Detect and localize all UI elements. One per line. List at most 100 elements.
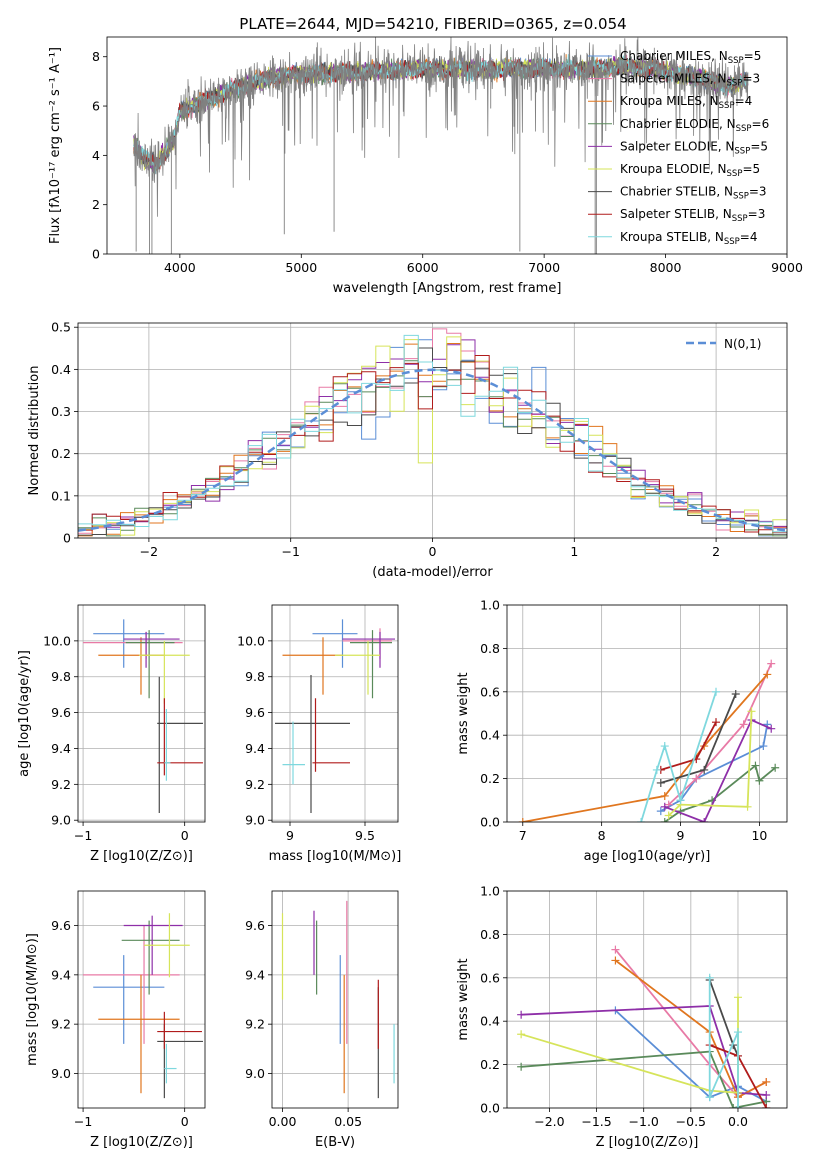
x-tick-label: 2 bbox=[712, 544, 720, 559]
plot-area bbox=[518, 659, 780, 822]
y-tick-label: 8 bbox=[92, 49, 100, 64]
x-tick-label: 8000 bbox=[650, 260, 682, 275]
weight-line-2 bbox=[522, 673, 768, 822]
weight-marker-4-1 bbox=[700, 818, 709, 822]
plot-mass_vs_Z: −1 0 9.0 9.2 9.4 9.6 Z [log10(Z/Z⊙)] mass [log1… bbox=[25, 890, 206, 1150]
x-tick-label: 1 bbox=[570, 544, 578, 559]
y-tick-label: 9.4 bbox=[51, 967, 71, 982]
x-axis-label: Z [log10(Z/Z⊙)] bbox=[596, 1135, 699, 1150]
weight-marker-1-1 bbox=[692, 774, 701, 783]
y-tick-label: 0.2 bbox=[480, 1057, 500, 1072]
weight-line-8 bbox=[708, 977, 739, 1108]
weight-marker-2-0 bbox=[518, 818, 527, 822]
x-tick-label: −1.5 bbox=[581, 1114, 611, 1129]
legend-subscript: SSP bbox=[733, 192, 749, 202]
legend-count: =5 bbox=[744, 49, 762, 63]
weight-marker-5-2 bbox=[743, 802, 752, 811]
weight-marker-0-0 bbox=[656, 807, 665, 816]
legend-label-reference: N(0,1) bbox=[724, 337, 761, 351]
x-axis-label: Z [log10(Z/Z⊙)] bbox=[90, 1135, 193, 1150]
x-tick-label: 9 bbox=[286, 828, 294, 843]
legend: Chabrier MILES, NSSP=5 Salpeter MILES, NS… bbox=[588, 49, 769, 247]
x-tick-label: −2 bbox=[140, 544, 158, 559]
weight-marker-1-2 bbox=[739, 720, 748, 729]
x-tick-label: 7 bbox=[519, 828, 527, 843]
x-tick-label: 9 bbox=[677, 828, 685, 843]
y-tick-label: 9.6 bbox=[245, 705, 265, 720]
weight-marker-4-0 bbox=[660, 802, 669, 811]
y-tick-label: 0.8 bbox=[480, 927, 500, 942]
y-tick-label: 9.4 bbox=[245, 741, 265, 756]
weight-marker-8-3 bbox=[676, 796, 685, 805]
legend-label-3: Chabrier ELODIE, NSSP=6 bbox=[620, 117, 769, 134]
plot-age_vs_Z: −1 0 9.0 9.2 9.4 9.6 9.8 10.0 Z [log10(Z/Z⊙)] age… bbox=[17, 604, 206, 864]
legend-label-5: Kroupa ELODIE, NSSP=5 bbox=[620, 162, 760, 179]
x-tick-label: −1 bbox=[281, 544, 299, 559]
histogram-5 bbox=[78, 336, 787, 536]
legend-label-6: Chabrier STELIB, NSSP=3 bbox=[620, 185, 767, 202]
weight-marker-5-0 bbox=[664, 811, 673, 820]
legend-count: =5 bbox=[750, 139, 768, 153]
weight-marker-3-5 bbox=[771, 763, 780, 772]
histogram-8 bbox=[78, 334, 787, 533]
weight-marker-5-3 bbox=[747, 707, 756, 716]
y-tick-label: 1.0 bbox=[480, 884, 500, 899]
y-axis-label: mass weight bbox=[456, 958, 471, 1040]
plot-weight_vs_age: 7 8 9 10 0.0 0.2 0.4 0.6 0.8 1.0 age [log10(age/yr… bbox=[456, 598, 788, 864]
legend-count: =4 bbox=[735, 94, 753, 108]
y-axis-label: mass [log10(M/M⊙)] bbox=[25, 933, 40, 1066]
y-tick-label: 6 bbox=[92, 99, 100, 114]
y-tick-label: 9.4 bbox=[51, 741, 71, 756]
x-tick-label: 8 bbox=[598, 828, 606, 843]
weight-marker-2-1 bbox=[660, 791, 669, 800]
y-tick-label: 0.1 bbox=[51, 488, 71, 503]
legend-count: =6 bbox=[752, 117, 770, 131]
x-tick-label: 5000 bbox=[285, 260, 317, 275]
y-tick-label: 0.2 bbox=[51, 446, 71, 461]
weight-marker-2-0 bbox=[611, 956, 620, 965]
weight-marker-3-4 bbox=[755, 776, 764, 785]
weight-line-3 bbox=[521, 1050, 767, 1108]
y-tick-label: 1.0 bbox=[480, 598, 500, 613]
y-tick-label: 0.8 bbox=[480, 641, 500, 656]
plot-spectrum: 4000 5000 6000 7000 8000 9000 0 2 4 6 8 wavelength … bbox=[48, 36, 803, 296]
weight-marker-3-0 bbox=[517, 1062, 526, 1071]
data-spectrum bbox=[133, 37, 749, 217]
legend-subscript: SSP bbox=[732, 214, 748, 224]
y-tick-label: 9.0 bbox=[51, 1066, 71, 1081]
x-tick-label: −0.5 bbox=[676, 1114, 706, 1129]
axes-frame bbox=[271, 604, 399, 823]
weight-marker-2-3 bbox=[763, 670, 772, 679]
weight-marker-4-0 bbox=[517, 1010, 526, 1019]
weight-marker-5-3 bbox=[733, 993, 742, 1002]
plot-mass_vs_ebv: 0.00 0.05 9.0 9.2 9.4 9.6 E(B-V) bbox=[245, 890, 399, 1150]
y-tick-label: 9.6 bbox=[245, 918, 265, 933]
x-axis-label: wavelength [Angstrom, rest frame] bbox=[333, 281, 562, 296]
x-axis-label: Z [log10(Z/Z⊙)] bbox=[90, 849, 193, 864]
y-axis-label: Flux [fλ10⁻¹⁷ erg cm⁻² s⁻¹ A⁻¹] bbox=[48, 47, 63, 244]
y-tick-label: 0 bbox=[63, 531, 71, 546]
y-tick-label: 0.4 bbox=[480, 1014, 500, 1029]
weight-marker-3-3 bbox=[751, 761, 760, 770]
plot-area bbox=[133, 37, 749, 254]
plot-area bbox=[78, 328, 787, 537]
weight-line-4 bbox=[664, 718, 772, 822]
y-tick-label: 0.4 bbox=[480, 728, 500, 743]
plot-residuals: −2 −1 0 1 2 0 0.1 0.2 0.3 0.4 0.5 (data-model)/erro… bbox=[27, 320, 788, 580]
axes-frame bbox=[106, 36, 788, 255]
x-axis-label: (data-model)/error bbox=[372, 565, 493, 580]
x-tick-label: 0.00 bbox=[269, 1114, 297, 1129]
weight-line-4 bbox=[521, 1005, 767, 1096]
legend-count: =3 bbox=[742, 72, 760, 86]
x-tick-label: 9.5 bbox=[355, 828, 375, 843]
axes-frame bbox=[77, 604, 206, 823]
y-tick-label: 9.4 bbox=[245, 967, 265, 982]
weight-marker-3-0 bbox=[660, 818, 669, 822]
x-tick-label: 6000 bbox=[407, 260, 439, 275]
x-axis-label: E(B-V) bbox=[315, 1135, 355, 1150]
legend-subscript: SSP bbox=[727, 79, 743, 89]
weight-marker-2-3 bbox=[762, 1077, 771, 1086]
y-tick-label: 0.4 bbox=[51, 362, 71, 377]
legend-count: =4 bbox=[740, 230, 758, 244]
y-tick-label: 10.0 bbox=[237, 633, 265, 648]
